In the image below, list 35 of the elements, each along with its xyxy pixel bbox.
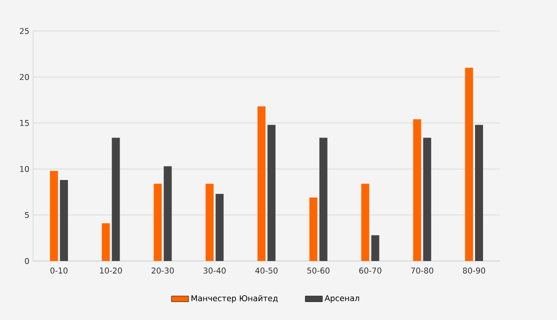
x-tick-label: 80-90 (462, 268, 486, 274)
bar (319, 138, 328, 261)
bar (154, 184, 162, 261)
bar (50, 170, 58, 261)
bar (257, 106, 266, 261)
x-tick-label: 50-60 (307, 268, 330, 274)
legend-label: Манчестер Юнайтед (192, 295, 278, 303)
x-tick-label: 70-80 (411, 268, 434, 274)
bar (60, 180, 68, 261)
bar (475, 124, 484, 261)
y-tick-label: 25 (20, 28, 29, 34)
x-tick-label: 60-70 (359, 268, 382, 274)
bar (413, 119, 422, 261)
bar (267, 124, 276, 261)
legend-label: Арсенал (324, 295, 360, 303)
bar (371, 235, 380, 261)
x-tick-label: 40-50 (255, 268, 278, 274)
x-tick-label: 30-40 (204, 268, 226, 274)
bar (206, 184, 214, 261)
y-tick-label: 5 (24, 212, 29, 218)
y-tick-label: 15 (20, 120, 29, 126)
bar (164, 166, 172, 261)
x-tick-label: 0-10 (50, 268, 68, 274)
bar (309, 198, 318, 261)
x-tick-label: 20-30 (152, 268, 174, 274)
y-tick-label: 20 (20, 74, 29, 80)
bar (423, 138, 432, 261)
x-tick-label: 10-20 (100, 268, 122, 274)
bar (102, 223, 110, 261)
bar (112, 138, 120, 261)
y-tick-label: 0 (24, 258, 29, 264)
y-tick-label: 10 (20, 166, 29, 172)
bar (216, 194, 224, 261)
bar (465, 68, 474, 261)
bar (361, 184, 370, 261)
